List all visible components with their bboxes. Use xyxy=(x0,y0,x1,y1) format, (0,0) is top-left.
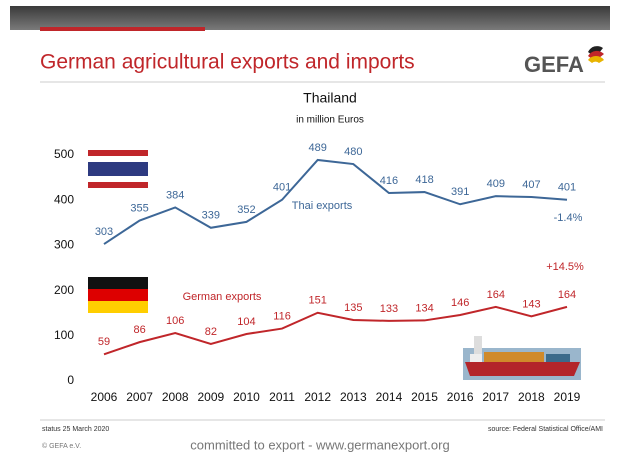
accent-line xyxy=(40,27,205,31)
y-tick-label: 100 xyxy=(54,328,74,342)
slogan: committed to export - www.germanexport.o… xyxy=(190,437,449,452)
data-label: 86 xyxy=(133,324,145,336)
x-tick-label: 2007 xyxy=(126,390,153,404)
data-label: 143 xyxy=(522,298,540,310)
x-tick-label: 2018 xyxy=(518,390,545,404)
x-tick-label: 2010 xyxy=(233,390,260,404)
data-label: 59 xyxy=(98,336,110,348)
x-tick-label: 2013 xyxy=(340,390,367,404)
unit-label: in million Euros xyxy=(296,115,364,126)
source: source: Federal Statistical Office/AMI xyxy=(488,426,603,433)
logo-mark xyxy=(588,46,604,63)
x-tick-label: 2019 xyxy=(554,390,581,404)
top-bar xyxy=(10,6,610,30)
data-label: 407 xyxy=(522,179,540,191)
data-label: 151 xyxy=(309,295,327,307)
data-label: 489 xyxy=(309,142,327,154)
data-label: 401 xyxy=(273,182,291,194)
subtitle: Thailand xyxy=(303,90,357,106)
data-label: 339 xyxy=(202,210,220,222)
data-label: 104 xyxy=(237,316,255,328)
chart-title: German agricultural exports and imports xyxy=(40,51,415,74)
data-label: 133 xyxy=(380,303,398,315)
y-tick-label: 500 xyxy=(54,147,74,161)
x-tick-label: 2014 xyxy=(376,390,403,404)
x-tick-label: 2006 xyxy=(91,390,118,404)
data-label: 135 xyxy=(344,302,362,314)
legend-label: German exports xyxy=(183,291,262,303)
data-label: 401 xyxy=(558,182,576,194)
data-label: 303 xyxy=(95,226,113,238)
legend-label: Thai exports xyxy=(292,200,353,212)
data-label: 352 xyxy=(237,204,255,216)
data-label: 164 xyxy=(558,289,576,301)
x-tick-label: 2016 xyxy=(447,390,474,404)
data-label: 416 xyxy=(380,175,398,187)
x-tick-label: 2009 xyxy=(197,390,224,404)
data-label: 480 xyxy=(344,146,362,158)
data-label: 164 xyxy=(487,289,505,301)
y-tick-label: 0 xyxy=(67,373,74,387)
data-label: 409 xyxy=(487,178,505,190)
annotation: -1.4% xyxy=(554,212,583,224)
x-tick-label: 2015 xyxy=(411,390,438,404)
y-tick-label: 300 xyxy=(54,238,74,252)
data-label: 106 xyxy=(166,315,184,327)
data-label: 116 xyxy=(273,310,291,322)
annotation: +14.5% xyxy=(546,261,584,273)
ship-image xyxy=(463,336,581,380)
copyright: © GEFA e.V. xyxy=(42,442,81,450)
status: status 25 March 2020 xyxy=(42,426,109,433)
data-label: 384 xyxy=(166,189,184,201)
data-label: 82 xyxy=(205,326,217,338)
german-flag xyxy=(88,277,148,313)
x-tick-label: 2008 xyxy=(162,390,189,404)
x-tick-label: 2011 xyxy=(269,390,295,404)
logo: GEFA xyxy=(524,52,584,77)
data-label: 391 xyxy=(451,186,469,198)
x-tick-label: 2017 xyxy=(482,390,509,404)
data-label: 355 xyxy=(130,202,148,214)
y-tick-label: 400 xyxy=(54,192,74,206)
series-line xyxy=(103,158,568,245)
thai-flag xyxy=(88,150,148,188)
y-tick-label: 200 xyxy=(54,283,74,297)
data-label: 146 xyxy=(451,297,469,309)
x-tick-label: 2012 xyxy=(304,390,331,404)
data-label: 418 xyxy=(415,174,433,186)
series-line xyxy=(103,305,568,356)
data-label: 134 xyxy=(415,302,433,314)
